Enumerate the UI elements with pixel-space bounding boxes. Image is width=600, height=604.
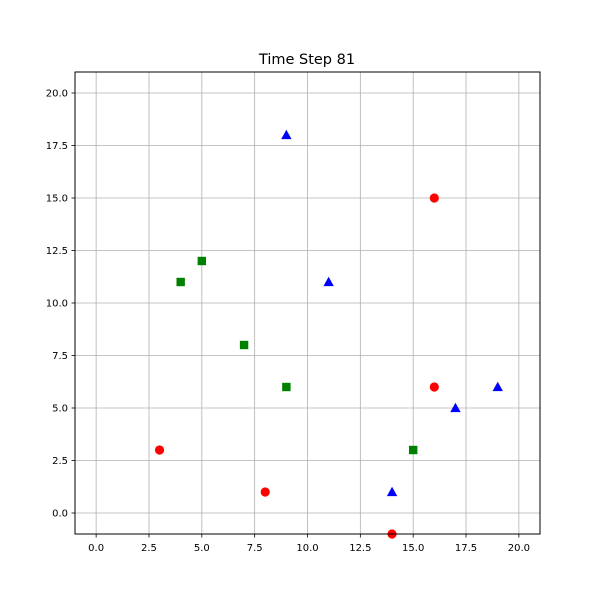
- y-tick-label: 5.0: [52, 404, 68, 415]
- x-tick-label: 5.0: [194, 543, 210, 554]
- x-tick-label: 12.5: [349, 543, 371, 554]
- triangle-marker: [323, 276, 334, 287]
- y-tick-label: 20.0: [46, 89, 68, 100]
- circle-marker: [260, 487, 270, 497]
- y-tick-label: 15.0: [46, 194, 68, 205]
- y-tick-label: 7.5: [52, 351, 68, 362]
- data-markers: [154, 129, 503, 539]
- y-tick-label: 12.5: [46, 246, 68, 257]
- chart-title: Time Step 81: [258, 52, 355, 68]
- square-marker: [176, 277, 185, 287]
- triangle-marker: [450, 402, 461, 413]
- square-marker: [239, 340, 249, 350]
- triangle-marker: [386, 486, 398, 497]
- axis-ticks: 0.0 2.5 5.0 7.5 10.0 12.5 15.0 17.5 20.0 0.0 2.5 5.…: [46, 89, 530, 554]
- triangle-marker: [281, 129, 292, 140]
- square-marker: [197, 256, 207, 266]
- square-marker: [282, 382, 291, 392]
- circle-marker: [429, 382, 439, 392]
- plot-frame: [74, 71, 541, 535]
- triangle-marker: [492, 381, 503, 392]
- y-tick-label: 10.0: [46, 299, 68, 310]
- x-tick-label: 0.0: [88, 543, 104, 554]
- grid-lines: [75, 72, 540, 534]
- circle-marker: [154, 445, 165, 455]
- x-tick-label: 17.5: [455, 543, 477, 554]
- y-tick-label: 2.5: [52, 456, 68, 467]
- x-tick-label: 20.0: [508, 543, 530, 554]
- y-tick-label: 0.0: [52, 509, 68, 520]
- x-tick-label: 15.0: [402, 543, 424, 554]
- x-tick-label: 7.5: [247, 543, 263, 554]
- circle-marker: [429, 193, 439, 203]
- square-marker: [408, 445, 418, 455]
- y-tick-label: 17.5: [46, 141, 68, 152]
- x-tick-label: 10.0: [296, 543, 318, 554]
- x-tick-label: 2.5: [141, 543, 157, 554]
